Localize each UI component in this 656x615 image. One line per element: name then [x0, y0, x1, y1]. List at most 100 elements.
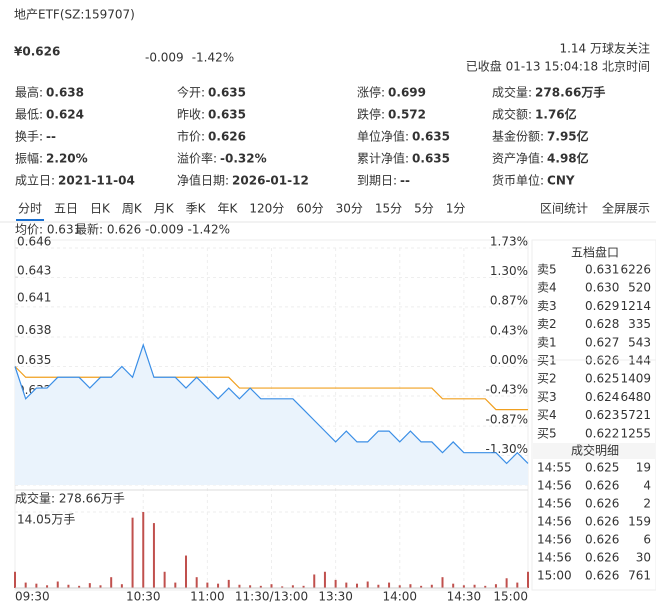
trade-price: 0.626: [585, 569, 619, 583]
volume-bar: [78, 585, 81, 588]
volume-bar: [56, 581, 59, 588]
volume-bar: [142, 512, 145, 588]
volume-bar: [452, 583, 455, 588]
tab[interactable]: 年K: [218, 202, 239, 216]
volume-bar: [366, 581, 369, 588]
stat-value: 1.76亿: [535, 107, 577, 122]
volume-bar: [527, 571, 529, 588]
book-price: 0.625: [585, 372, 619, 386]
stat-label: 换手:: [15, 130, 43, 144]
x-tick-label: 14:00: [382, 590, 417, 604]
volume-bar: [67, 584, 70, 588]
stat-value: 2021-11-04: [58, 174, 135, 188]
title: 地产ETF(SZ:159707): [14, 8, 135, 22]
y2-tick-label: 1.30%: [490, 264, 528, 278]
book-label: 卖3: [537, 299, 557, 313]
tab[interactable]: 五日: [54, 202, 78, 216]
stat-value: 0.635: [412, 152, 450, 166]
stat-label: 单位净值:: [357, 129, 409, 144]
trade-volume: 6: [643, 533, 651, 547]
x-tick-label: 10:30: [126, 590, 161, 604]
trade-price: 0.626: [585, 533, 619, 547]
stat-label: 货币单位:: [492, 173, 544, 188]
book-label: 卖1: [537, 335, 557, 349]
tab[interactable]: 15分: [375, 202, 402, 216]
y2-tick-label: 0.00%: [490, 353, 528, 367]
book-label: 卖5: [537, 263, 557, 277]
stat-label: 市价:: [177, 129, 205, 144]
volume-bar: [238, 584, 241, 588]
percent: -1.42%: [192, 51, 234, 65]
volume-bar: [14, 571, 16, 588]
trade-time: 14:56: [537, 497, 572, 511]
stat-value: -0.32%: [220, 152, 267, 166]
book-label: 卖2: [537, 317, 557, 331]
stat-label: 今开:: [177, 85, 205, 100]
legend: 最新: 0.626 -0.009 -1.42%: [75, 222, 230, 237]
tab[interactable]: 日K: [90, 202, 111, 216]
tab[interactable]: 周K: [122, 202, 143, 216]
volume-bar: [152, 523, 155, 588]
book-price: 0.629: [585, 299, 619, 313]
tab[interactable]: 60分: [296, 202, 323, 216]
change: -0.009: [145, 51, 184, 65]
y2-tick-label: 0.43%: [490, 324, 528, 338]
trade-volume: 761: [628, 569, 651, 583]
volume-bar: [302, 585, 305, 588]
book-volume: 520: [628, 281, 651, 295]
book-price: 0.622: [585, 426, 619, 440]
y2-tick-label: 0.87%: [490, 293, 528, 307]
tab[interactable]: 30分: [336, 202, 363, 216]
stat-value: 4.98亿: [547, 151, 589, 166]
tab[interactable]: 120分: [249, 202, 284, 216]
volume-bar: [270, 584, 273, 588]
tab[interactable]: 分时: [18, 202, 42, 216]
volume-bar: [131, 517, 134, 588]
x-tick-label: 14:30: [447, 590, 482, 604]
volume-bar: [249, 585, 252, 588]
y-tick-label: 0.646: [17, 235, 51, 249]
stat-label: 成交量:: [492, 85, 532, 100]
stat-label: 到期日:: [357, 174, 397, 188]
y2-tick-label: 1.73%: [490, 235, 528, 249]
tab-link[interactable]: 全屏展示: [602, 201, 650, 216]
stat-value: 7.95亿: [547, 129, 589, 144]
trade-time: 14:56: [537, 551, 572, 565]
stat-label: 成立日:: [15, 173, 55, 188]
volume-bar: [430, 584, 433, 588]
y2-tick-label: -0.43%: [486, 382, 528, 396]
legend: 均价: 0.631: [15, 223, 81, 237]
volume-bar: [110, 577, 113, 588]
stat-value: --: [46, 130, 56, 144]
trade-volume: 30: [636, 551, 651, 565]
volume-bar: [323, 571, 326, 588]
trade-price: 0.625: [585, 461, 619, 475]
x-tick-label: 09:30: [15, 590, 50, 604]
book-label: 买2: [537, 372, 557, 386]
trade-time: 14:55: [537, 461, 572, 475]
trade-price: 0.626: [585, 479, 619, 493]
stat-label: 最低:: [15, 108, 43, 122]
tab[interactable]: 月K: [154, 202, 175, 216]
tab[interactable]: 季K: [186, 202, 207, 216]
stat-label: 累计净值:: [357, 151, 409, 166]
y-tick-label: 0.635: [17, 353, 51, 367]
y-tick-label: 0.641: [17, 291, 51, 305]
volume-bar: [291, 585, 294, 588]
order-book-title: 五档盘口: [571, 245, 619, 260]
tab[interactable]: 5分: [414, 202, 434, 216]
book-price: 0.630: [585, 281, 619, 295]
volume-bar: [185, 555, 187, 588]
book-volume: 1214: [620, 299, 651, 313]
volume-bar: [313, 574, 316, 588]
volume-bar: [174, 582, 177, 588]
stat-value: 0.699: [388, 86, 426, 100]
tab-link[interactable]: 区间统计: [540, 202, 588, 216]
stat-label: 资产净值:: [492, 151, 544, 166]
volume-bar: [420, 585, 423, 588]
stat-value: --: [400, 174, 410, 188]
trade-time: 14:56: [537, 515, 572, 529]
tab[interactable]: 1分: [446, 202, 466, 216]
volume-bar: [334, 579, 337, 588]
volume-bar: [227, 579, 230, 588]
